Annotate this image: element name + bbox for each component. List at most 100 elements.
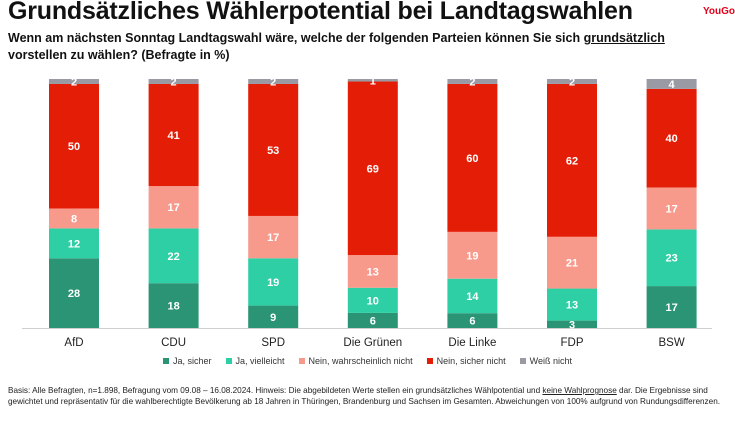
data-label-spd-nein-sicher-nicht: 53	[267, 145, 279, 157]
legend-swatch-ja-vielleicht	[225, 358, 232, 364]
bar-segment-die-gruenen-nein-sicher-nicht	[347, 81, 398, 256]
bar-segment-cdu-ja-vielleicht	[148, 228, 199, 284]
bar-segment-bsw-nein-sicher-nicht	[646, 88, 697, 188]
bar-segment-fdp-nein-sicher-nicht	[547, 83, 597, 237]
legend-item-weiss-nicht: Weiß nicht	[519, 356, 572, 366]
data-label-afd-nein-wahrscheinlich-nicht: 8	[71, 213, 77, 225]
data-label-die-gruenen-ja-sicher: 6	[370, 315, 376, 327]
data-label-afd-weiss-nicht: 2	[71, 76, 77, 88]
data-label-bsw-ja-sicher: 17	[665, 302, 677, 314]
bar-segment-afd-weiss-nicht	[49, 79, 99, 84]
bar-segment-die-linke-ja-sicher	[447, 313, 498, 328]
legend-label-ja-vielleicht: Ja, vielleicht	[235, 356, 285, 366]
x-tick-label-die-linke: Die Linke	[448, 337, 496, 349]
bar-segment-afd-nein-wahrscheinlich-nicht	[49, 208, 99, 229]
legend-item-ja-vielleicht: Ja, vielleicht	[225, 356, 285, 366]
bar-segment-afd-ja-sicher	[49, 258, 99, 328]
footnote-text: Basis: Alle Befragten, n=1.898, Befragun…	[8, 386, 543, 395]
footnote-underlined: keine Wahlprognose	[542, 386, 617, 395]
data-label-fdp-weiss-nicht: 2	[569, 76, 575, 88]
data-label-spd-ja-vielleicht: 19	[267, 277, 279, 289]
data-label-afd-ja-vielleicht: 12	[68, 238, 80, 250]
data-label-bsw-weiss-nicht: 4	[669, 79, 676, 91]
bar-segment-bsw-ja-sicher	[646, 286, 697, 328]
legend-label-nein-wahrscheinlich-nicht: Nein, wahrscheinlich nicht	[308, 356, 413, 366]
legend-swatch-ja-sicher	[163, 358, 169, 364]
bar-segment-spd-ja-sicher	[248, 305, 299, 328]
data-label-die-gruenen-nein-wahrscheinlich-nicht: 13	[367, 266, 379, 278]
chart-subtitle: Wenn am nächsten Sonntag Landtagswahl wä…	[8, 30, 698, 64]
x-tick-label-fdp: FDP	[561, 337, 584, 349]
data-label-cdu-nein-wahrscheinlich-nicht: 17	[167, 202, 179, 214]
data-label-spd-ja-sicher: 9	[270, 312, 276, 324]
bar-segment-die-linke-nein-wahrscheinlich-nicht	[447, 231, 498, 279]
data-label-afd-nein-sicher-nicht: 50	[68, 141, 80, 153]
data-label-die-linke-ja-vielleicht: 14	[466, 291, 479, 303]
data-label-fdp-ja-vielleicht: 13	[566, 300, 578, 312]
bar-segment-bsw-weiss-nicht	[646, 79, 697, 89]
bar-segment-bsw-ja-vielleicht	[646, 229, 697, 287]
legend-label-ja-sicher: Ja, sicher	[173, 356, 212, 366]
data-label-cdu-nein-sicher-nicht: 41	[167, 130, 179, 142]
bar-segment-die-linke-ja-vielleicht	[447, 278, 498, 314]
data-label-spd-weiss-nicht: 2	[270, 76, 276, 88]
legend-swatch-weiss-nicht	[519, 358, 526, 364]
bar-segment-spd-nein-wahrscheinlich-nicht	[248, 215, 299, 259]
legend-label-nein-sicher-nicht: Nein, sicher nicht	[436, 356, 506, 366]
bar-segment-cdu-nein-wahrscheinlich-nicht	[148, 186, 199, 229]
data-label-die-linke-nein-sicher-nicht: 60	[466, 153, 478, 165]
data-label-die-linke-ja-sicher: 6	[469, 316, 475, 328]
data-label-bsw-nein-sicher-nicht: 40	[665, 133, 677, 145]
bar-segment-bsw-nein-wahrscheinlich-nicht	[646, 187, 697, 230]
legend-item-nein-wahrscheinlich-nicht: Nein, wahrscheinlich nicht	[298, 356, 413, 366]
question-text: Wenn am nächsten Sonntag Landtagswahl wä…	[8, 31, 584, 45]
data-label-bsw-nein-wahrscheinlich-nicht: 17	[665, 203, 677, 215]
bar-segment-afd-nein-sicher-nicht	[49, 83, 99, 209]
legend-item-ja-sicher: Ja, sicher	[163, 356, 212, 366]
data-label-bsw-ja-vielleicht: 23	[665, 253, 677, 265]
data-label-die-gruenen-weiss-nicht: 1	[370, 75, 376, 87]
x-tick-label-die-gruenen: Die Grünen	[343, 337, 402, 349]
legend-label-weiss-nicht: Weiß nicht	[529, 356, 572, 366]
bar-segment-spd-ja-vielleicht	[248, 258, 299, 306]
x-tick-label-afd: AfD	[64, 337, 83, 349]
brand-logo: YouGo	[702, 6, 735, 17]
data-label-die-linke-nein-wahrscheinlich-nicht: 19	[466, 250, 478, 262]
bar-segment-cdu-nein-sicher-nicht	[148, 83, 199, 187]
chart-legend: Ja, sicher Ja, vielleicht Nein, wahrschein…	[0, 356, 735, 366]
data-label-fdp-ja-sicher: 3	[569, 319, 575, 331]
data-label-die-linke-weiss-nicht: 2	[469, 76, 475, 88]
data-label-cdu-ja-vielleicht: 22	[167, 251, 179, 263]
bar-segment-fdp-ja-sicher	[547, 320, 597, 328]
footnote: Basis: Alle Befragten, n=1.898, Befragun…	[8, 386, 730, 407]
bar-segment-spd-nein-sicher-nicht	[248, 83, 299, 216]
data-label-die-gruenen-ja-vielleicht: 10	[367, 295, 379, 307]
data-label-afd-ja-sicher: 28	[68, 288, 80, 300]
bar-segment-fdp-nein-wahrscheinlich-nicht	[547, 236, 597, 289]
x-tick-label-cdu: CDU	[161, 337, 186, 349]
footnote-text-end: dar. Die Ergebnisse sind gewichtet und r…	[8, 386, 721, 406]
bar-segment-spd-weiss-nicht	[248, 79, 299, 84]
bar-segment-die-gruenen-ja-vielleicht	[347, 287, 398, 313]
data-label-cdu-ja-sicher: 18	[167, 301, 179, 313]
bar-segment-cdu-weiss-nicht	[148, 79, 199, 84]
bar-segment-die-gruenen-ja-sicher	[347, 312, 398, 328]
data-label-spd-nein-wahrscheinlich-nicht: 17	[267, 232, 279, 244]
x-tick-label-bsw: BSW	[658, 337, 684, 349]
bar-segment-fdp-weiss-nicht	[547, 79, 597, 84]
legend-swatch-nein-wahrscheinlich-nicht	[298, 358, 305, 364]
chart-title: Grundsätzliches Wählerpotential bei Land…	[8, 0, 633, 25]
bar-segment-afd-ja-vielleicht	[49, 228, 99, 259]
bar-segment-die-gruenen-nein-wahrscheinlich-nicht	[347, 255, 398, 288]
bar-segment-fdp-ja-vielleicht	[547, 288, 597, 321]
data-label-fdp-nein-sicher-nicht: 62	[566, 155, 578, 167]
data-label-cdu-weiss-nicht: 2	[171, 76, 177, 88]
legend-item-nein-sicher-nicht: Nein, sicher nicht	[426, 356, 506, 366]
data-label-die-gruenen-nein-sicher-nicht: 69	[367, 163, 379, 175]
bar-segment-die-linke-nein-sicher-nicht	[447, 83, 498, 232]
bar-segment-die-gruenen-weiss-nicht	[347, 79, 398, 82]
data-label-fdp-nein-wahrscheinlich-nicht: 21	[566, 258, 578, 270]
bar-segment-die-linke-weiss-nicht	[447, 79, 498, 84]
x-tick-label-spd: SPD	[261, 337, 285, 349]
